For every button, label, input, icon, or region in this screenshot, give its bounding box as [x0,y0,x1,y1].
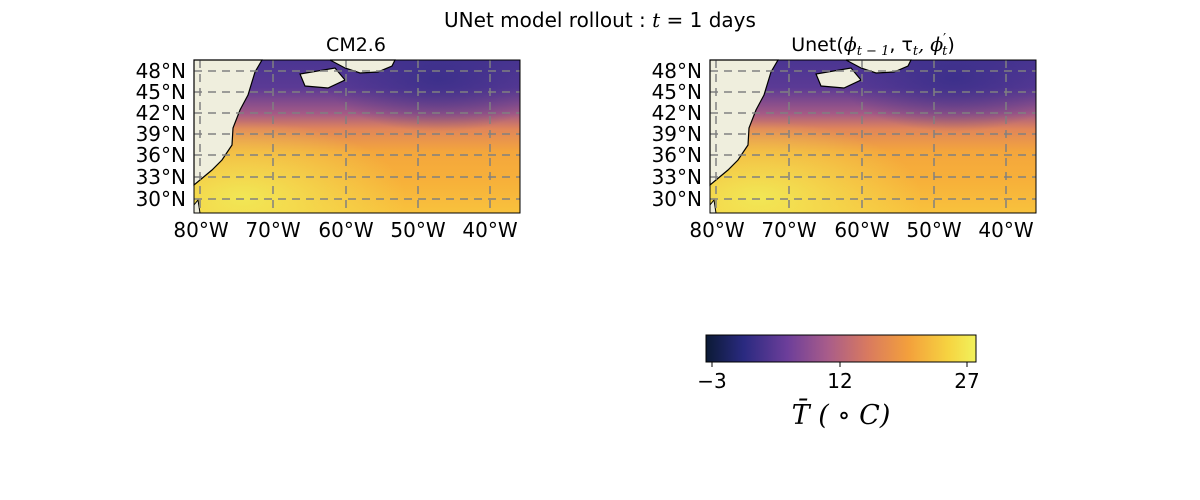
lat-tick: 36°N [136,143,186,167]
lat-tick: 48°N [652,59,702,83]
panel-title: CM2.6 [326,34,386,56]
lon-tick: 50°W [390,218,445,242]
lon-tick: 70°W [245,218,300,242]
map-frame [709,59,1037,214]
colorbar: −3 12 27 T̄ ( ∘ C) [697,334,980,431]
lon-tick: 40°W [978,218,1033,242]
lat-tick: 45°N [136,80,186,104]
lat-tick: 39°N [652,122,702,146]
lon-tick: 60°W [318,218,373,242]
nova-scotia-land [299,67,346,89]
lon-tick-labels: 80°W 70°W 60°W 50°W 40°W [173,218,517,242]
figure-title: UNet model rollout : t = 1 days [444,8,756,32]
lat-tick-labels: 48°N 45°N 42°N 39°N 36°N 33°N 30°N [136,59,186,211]
gridlines [194,60,520,213]
colorbar-label: T̄ ( ∘ C) [792,397,891,431]
lon-tick-labels: 80°W 70°W 60°W 50°W 40°W [689,218,1033,242]
lon-tick: 70°W [761,218,816,242]
lat-tick: 36°N [652,143,702,167]
lon-tick: 50°W [906,218,961,242]
gridlines [710,60,1036,213]
colorbar-tick-labels: −3 12 27 [697,369,979,393]
lat-tick: 30°N [136,187,186,211]
lon-tick: 80°W [173,218,228,242]
lon-tick: 80°W [689,218,744,242]
lat-tick: 30°N [652,187,702,211]
map-frame [193,59,521,214]
map-panel-cm26: CM2.6 48°N 45°N 42°N 39°N 36°N [136,34,521,242]
lon-tick: 40°W [462,218,517,242]
colorbar-ticks [711,362,968,367]
lon-tick: 60°W [834,218,889,242]
lat-tick: 45°N [652,80,702,104]
lat-tick: 42°N [136,101,186,125]
colorbar-tick: −3 [697,369,726,393]
lat-tick: 33°N [136,165,186,189]
nova-scotia-land [815,67,862,89]
colorbar-gradient [705,334,977,363]
lat-tick-labels: 48°N 45°N 42°N 39°N 36°N 33°N 30°N [652,59,702,211]
lat-tick: 39°N [136,122,186,146]
lat-tick: 48°N [136,59,186,83]
colorbar-tick: 27 [954,369,979,393]
map-panel-unet: Unet(ϕt − 1, τt, ϕ′ t) 48°N 45°N 42°N [652,32,1037,242]
colorbar-tick: 12 [827,369,852,393]
lat-tick: 42°N [652,101,702,125]
lat-tick: 33°N [652,165,702,189]
panel-title: Unet(ϕt − 1, τt, ϕ′ t) [791,32,955,59]
